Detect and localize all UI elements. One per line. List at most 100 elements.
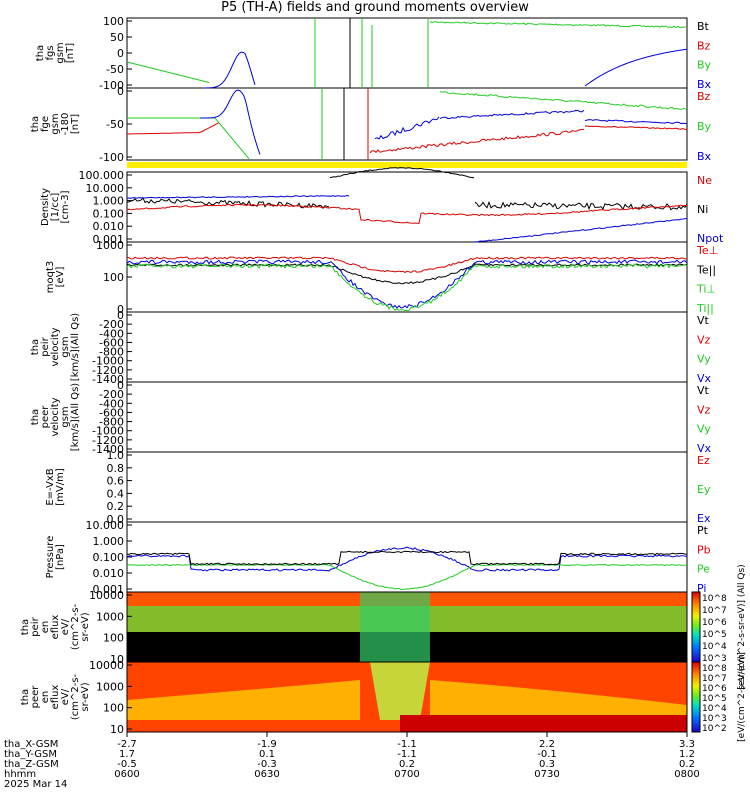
panel-frame (126, 311, 688, 383)
xtick-label: -1.9 (257, 739, 277, 750)
ylabel-line: [1/cc] (50, 193, 61, 222)
ylabel-line: fge (40, 116, 51, 132)
ylabel-line: [km/s](All Qs) (70, 313, 81, 381)
xtick-label: 0700 (394, 769, 419, 780)
ytick-label: 10.000 (86, 519, 125, 532)
ytick-label: 0 (117, 379, 124, 392)
legend-entry: Te|| (696, 263, 716, 276)
colorbar-tick: 10^5 (702, 694, 727, 704)
ytick-label: -1400 (92, 373, 124, 386)
ylabel-line: [nT] (65, 43, 76, 63)
series-npot (126, 194, 350, 199)
series-by-fgs (126, 61, 210, 83)
series-bx-fgs (203, 51, 256, 89)
colorbar-tick: 10^8 (702, 594, 727, 604)
series-ni (126, 197, 330, 210)
ylabel-line: peir (30, 616, 41, 636)
axis-row-label: tha_X-GSM (4, 739, 58, 750)
ylabel-line: velocity (50, 397, 61, 436)
colorbar-tick: 10^2 (702, 724, 727, 734)
ytick-label: 0 (117, 85, 124, 98)
ytick-label: -1200 (92, 434, 124, 447)
colorbar-tick: 10^6 (702, 684, 727, 694)
ytick-label: 0.010 (93, 220, 125, 233)
legend-entry: Vz (697, 403, 711, 416)
ytick-label: -400 (99, 397, 124, 410)
ylabel-line: peer (30, 685, 41, 709)
xtick-label: 1.2 (679, 749, 695, 760)
panel-peer_vel: 0-200-400-600-800-1000-1200-1400 tha peer v… (30, 379, 712, 456)
ylabel-line: [nPa] (55, 544, 66, 570)
series-bx-fge-mid (374, 116, 440, 140)
ytick-label: -600 (99, 406, 124, 419)
ylabel-line: gsm (50, 113, 61, 134)
ylabel-line: [nT] (70, 114, 81, 134)
ytick-label: 0.8 (107, 462, 125, 475)
xtick-label: -2.7 (117, 739, 137, 750)
ytick-label: 1.000 (93, 195, 125, 208)
ylabel-line: (cm^2-s- (70, 603, 81, 650)
legend-entry: Bx (697, 78, 712, 91)
colorbar-tick: 10^5 (702, 630, 727, 640)
series-te-perp (126, 256, 688, 274)
series-pi (126, 546, 688, 572)
panel-peer_eflux: 10000 1000 100 10 tha peer en eflux eV/(cm^2-s-s… (20, 652, 747, 742)
axis-row-label: tha_Y-GSM (4, 749, 57, 760)
colorbar-tick: 10^3 (702, 654, 727, 664)
series-bx-fge-end (584, 119, 688, 125)
ytick-label: -50 (106, 118, 124, 131)
colorbar (691, 591, 701, 663)
ytick-label: 0.001 (93, 233, 125, 246)
legend-entry: Vx (697, 372, 712, 385)
colorbar-tick: 10^4 (702, 704, 727, 714)
ytick-label: -1000 (92, 425, 124, 438)
axis-row-label: hhmm (4, 769, 36, 780)
ytick-label: 0.001 (93, 583, 125, 596)
ylabel-line: eflux (50, 615, 61, 640)
series-te-par (126, 263, 688, 285)
colorbar-tick: 10^3 (702, 714, 727, 724)
series-bz-fge-mid (369, 128, 584, 154)
ytick-label: 100 (103, 15, 124, 28)
series-bx-fgs-late (584, 48, 688, 87)
legend-entry: Vy (697, 423, 711, 436)
ytick-label: 100 (103, 702, 124, 715)
panel-frame (126, 521, 688, 593)
ytick-label: 10 (110, 653, 124, 666)
ylabel-line: sr-eV) (80, 682, 91, 711)
ytick-label: 0.010 (93, 567, 125, 580)
ytick-label: -1400 (92, 443, 124, 456)
panel-frame (126, 17, 688, 89)
panel-peir_vel: 0-200-400-600-800-1000-1200-1400 tha peir v… (30, 309, 712, 386)
xtick-label: 3.3 (679, 739, 695, 750)
ytick-label: 1000 (96, 610, 124, 623)
ytick-label: 100 (103, 632, 124, 645)
legend-entry: Pb (697, 543, 711, 556)
xtick-label: -1.1 (397, 739, 417, 750)
colorbar-tick: 10^4 (702, 642, 727, 652)
legend-entry: Te⊥ (696, 244, 718, 257)
legend-entry: Vt (697, 314, 710, 327)
series-pt (126, 550, 688, 566)
ytick-label: 0 (117, 47, 124, 60)
ytick-label: 100 (103, 271, 124, 284)
series-ti-perp (126, 259, 688, 309)
colorbar-tick: 10^7 (702, 674, 727, 684)
series-ne (126, 203, 687, 225)
xtick-label: 0.2 (399, 759, 415, 770)
spectrogram-center-burst (360, 592, 430, 662)
ytick-label: -1000 (92, 355, 124, 368)
xtick-label: 0.2 (679, 759, 695, 770)
panel-efield: 1.00.80.60.40.20.0 E=-VxB [mV/m] Ez Ey Ex (45, 449, 711, 526)
legend-entry: Ti⊥ (696, 283, 716, 296)
xtick-label: 0.1 (259, 749, 275, 760)
ylabel-line: -180 (60, 113, 71, 136)
ytick-label: -100 (99, 151, 124, 164)
ytick-label: -200 (99, 318, 124, 331)
legend-entry: Bt (697, 20, 710, 33)
legend-entry: Pe (697, 563, 710, 576)
legend-entry: Ex (697, 512, 711, 525)
